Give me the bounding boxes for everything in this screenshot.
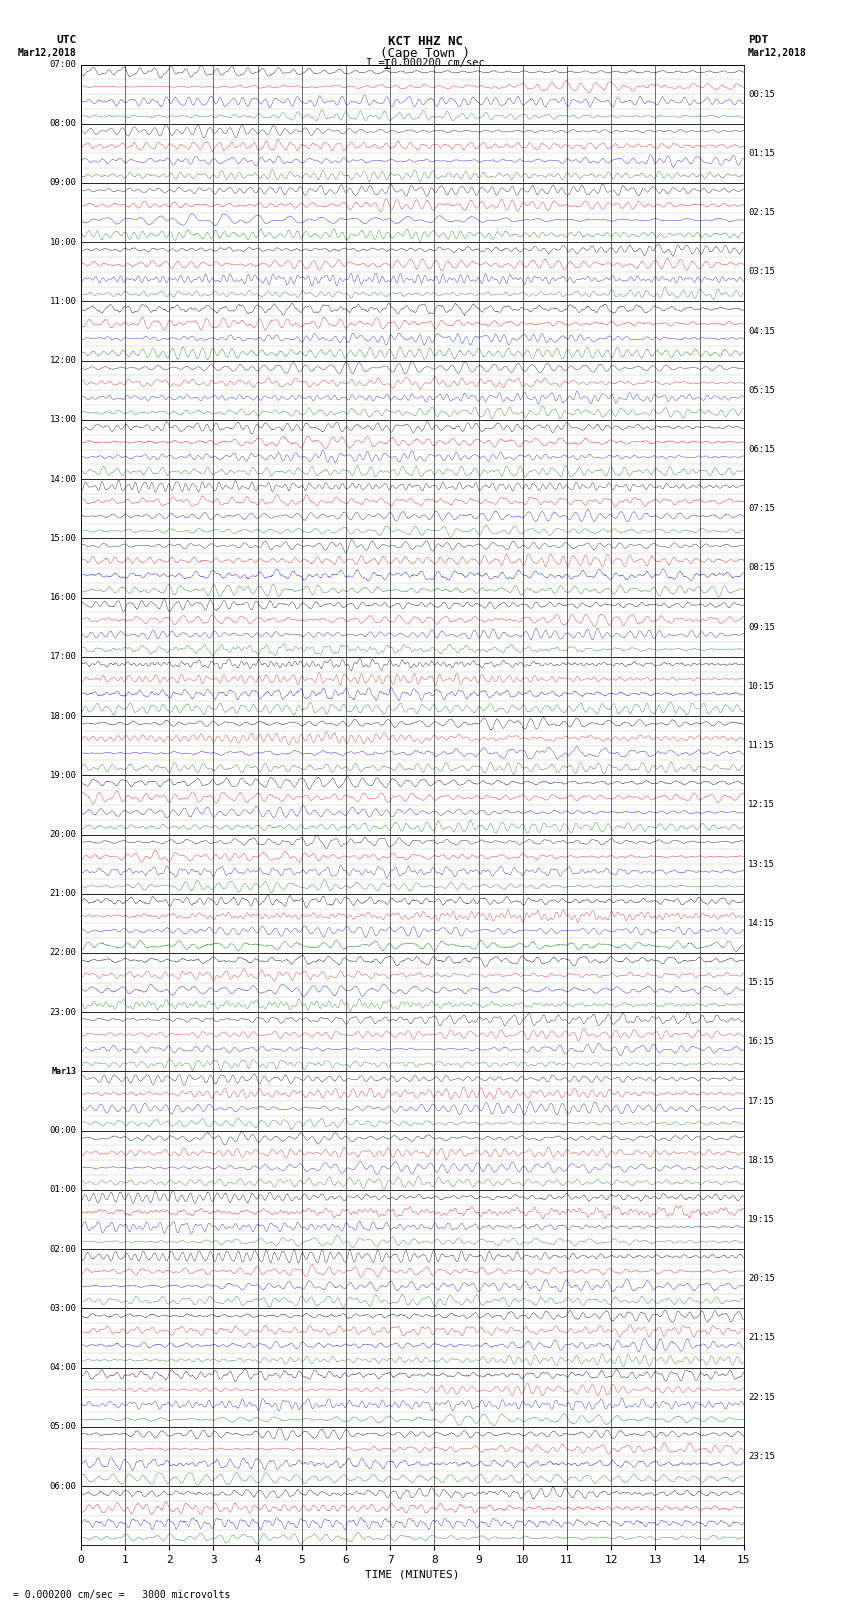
Text: Mar13: Mar13: [52, 1066, 76, 1076]
Text: 13:00: 13:00: [49, 416, 76, 424]
Text: I: I: [382, 58, 391, 73]
Text: 09:00: 09:00: [49, 179, 76, 187]
Text: 05:00: 05:00: [49, 1423, 76, 1431]
Text: 12:00: 12:00: [49, 356, 76, 365]
Text: 22:00: 22:00: [49, 948, 76, 958]
X-axis label: TIME (MINUTES): TIME (MINUTES): [365, 1569, 460, 1579]
Text: 18:00: 18:00: [49, 711, 76, 721]
Text: 06:15: 06:15: [748, 445, 775, 453]
Text: 16:00: 16:00: [49, 594, 76, 602]
Text: 20:00: 20:00: [49, 831, 76, 839]
Text: 19:00: 19:00: [49, 771, 76, 779]
Text: 22:15: 22:15: [748, 1392, 775, 1402]
Text: (Cape Town ): (Cape Town ): [380, 47, 470, 60]
Text: 15:00: 15:00: [49, 534, 76, 544]
Text: 21:15: 21:15: [748, 1334, 775, 1342]
Text: I = 0.000200 cm/sec: I = 0.000200 cm/sec: [366, 58, 484, 68]
Text: 23:00: 23:00: [49, 1008, 76, 1016]
Text: 03:00: 03:00: [49, 1303, 76, 1313]
Text: 08:00: 08:00: [49, 119, 76, 129]
Text: 03:15: 03:15: [748, 268, 775, 276]
Text: 07:00: 07:00: [49, 60, 76, 69]
Text: 00:15: 00:15: [748, 90, 775, 98]
Text: 04:15: 04:15: [748, 326, 775, 336]
Text: 01:15: 01:15: [748, 148, 775, 158]
Text: 12:15: 12:15: [748, 800, 775, 810]
Text: Mar12,2018: Mar12,2018: [748, 48, 807, 58]
Text: 08:15: 08:15: [748, 563, 775, 573]
Text: 00:00: 00:00: [49, 1126, 76, 1136]
Text: 02:15: 02:15: [748, 208, 775, 218]
Text: PDT: PDT: [748, 35, 768, 45]
Text: 10:00: 10:00: [49, 237, 76, 247]
Text: 23:15: 23:15: [748, 1452, 775, 1461]
Text: 17:15: 17:15: [748, 1097, 775, 1105]
Text: 18:15: 18:15: [748, 1157, 775, 1165]
Text: 02:00: 02:00: [49, 1245, 76, 1253]
Text: 11:15: 11:15: [748, 740, 775, 750]
Text: 21:00: 21:00: [49, 889, 76, 898]
Text: 04:00: 04:00: [49, 1363, 76, 1373]
Text: 07:15: 07:15: [748, 505, 775, 513]
Text: KCT HHZ NC: KCT HHZ NC: [388, 35, 462, 48]
Text: 13:15: 13:15: [748, 860, 775, 869]
Text: UTC: UTC: [56, 35, 76, 45]
Text: 05:15: 05:15: [748, 386, 775, 395]
Text: 14:00: 14:00: [49, 474, 76, 484]
Text: 11:00: 11:00: [49, 297, 76, 306]
Text: 20:15: 20:15: [748, 1274, 775, 1284]
Text: Mar12,2018: Mar12,2018: [18, 48, 76, 58]
Text: 15:15: 15:15: [748, 977, 775, 987]
Text: 06:00: 06:00: [49, 1481, 76, 1490]
Text: = 0.000200 cm/sec =   3000 microvolts: = 0.000200 cm/sec = 3000 microvolts: [13, 1590, 230, 1600]
Text: 19:15: 19:15: [748, 1215, 775, 1224]
Text: 17:00: 17:00: [49, 652, 76, 661]
Text: 16:15: 16:15: [748, 1037, 775, 1047]
Text: 01:00: 01:00: [49, 1186, 76, 1194]
Text: 14:15: 14:15: [748, 919, 775, 927]
Text: 09:15: 09:15: [748, 623, 775, 632]
Text: 10:15: 10:15: [748, 682, 775, 690]
